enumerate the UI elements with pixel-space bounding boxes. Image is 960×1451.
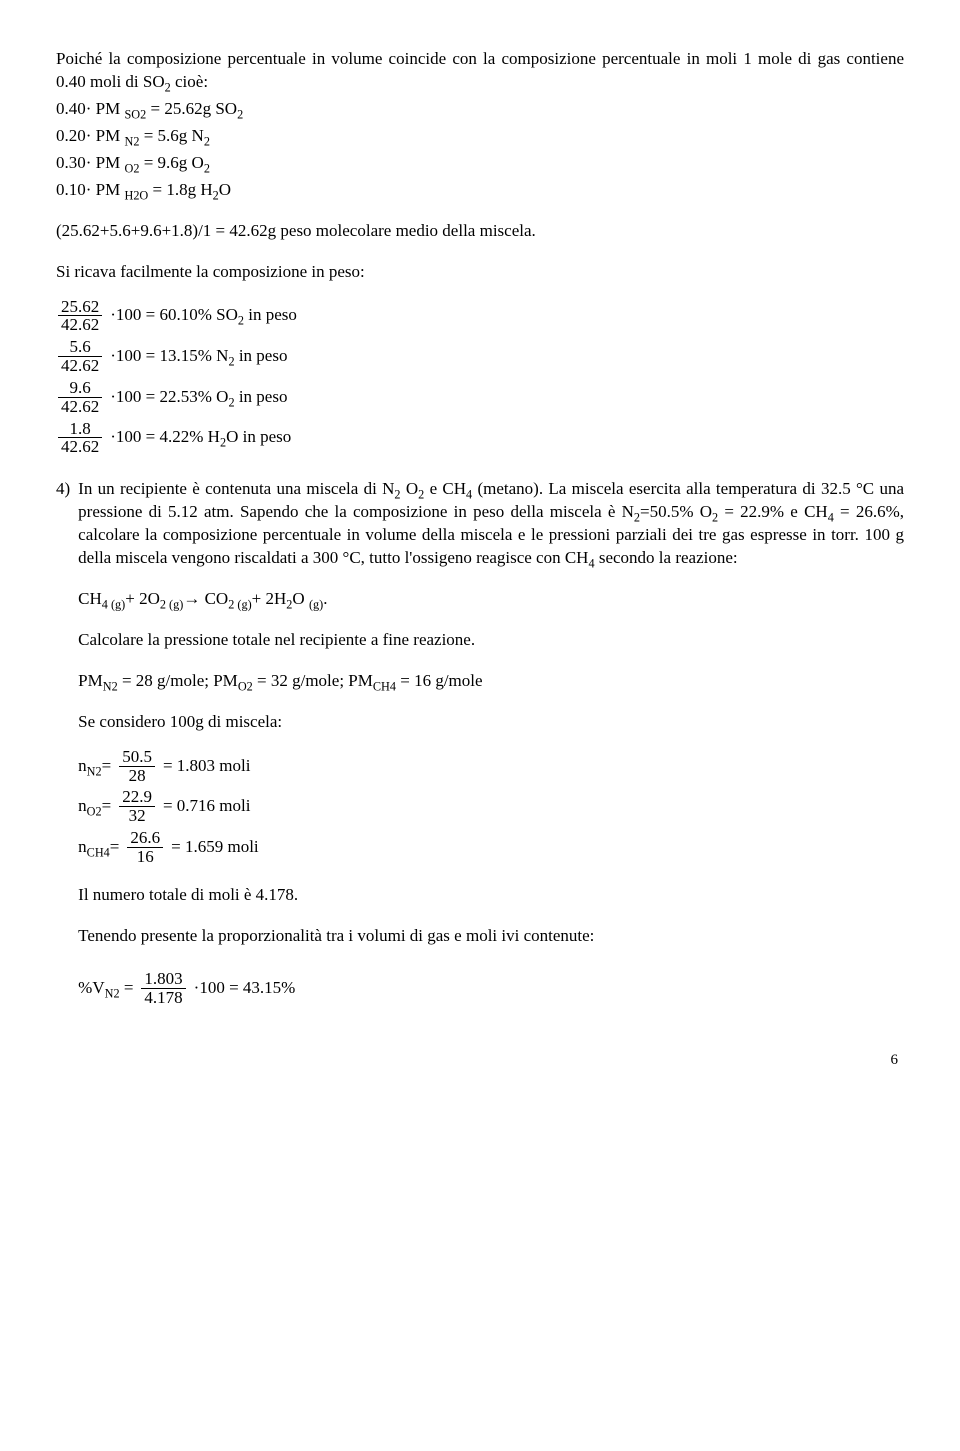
ricava-heading: Si ricava facilmente la composizione in … [56,261,904,284]
fraction: 1.8 42.62 [58,420,102,457]
proportionality-note: Tenendo presente la proporzionalità tra … [78,925,904,948]
page-number: 6 [56,1050,904,1070]
problem-statement: In un recipiente è contenuta una miscela… [78,478,904,570]
ratio-row-so2: 25.62 42.62 ·100 = 60.10% SO2 in peso [56,298,904,335]
fraction: 1.803 4.178 [141,970,185,1007]
ratio-row-h2o: 1.8 42.62 ·100 = 4.22% H2O in peso [56,420,904,457]
total-moles: Il numero totale di moli è 4.178. [78,884,904,907]
intro-text-2: cioè: [171,72,208,91]
moles-o2: nO2= 22.9 32 = 0.716 moli [78,788,904,825]
consider-100g: Se considero 100g di miscela: [78,711,904,734]
avg-molar-mass: (25.62+5.6+9.6+1.8)/1 = 42.62g peso mole… [56,220,904,243]
calc-instruction: Calcolare la pressione totale nel recipi… [78,629,904,652]
molar-masses: PMN2 = 28 g/mole; PMO2 = 32 g/mole; PMCH… [78,670,904,693]
mass-line-so2: 0.40· PM SO2 = 25.62g SO2 [56,98,904,121]
volume-percent-n2: %VN2 = 1.803 4.178 ·100 = 43.15% [78,970,904,1007]
mass-line-h2o: 0.10· PM H2O = 1.8g H2O [56,179,904,202]
problem-4: 4) In un recipiente è contenuta una misc… [56,478,904,1010]
fraction: 25.62 42.62 [58,298,102,335]
moles-n2: nN2= 50.5 28 = 1.803 moli [78,748,904,785]
ratio-row-o2: 9.6 42.62 ·100 = 22.53% O2 in peso [56,379,904,416]
fraction: 22.9 32 [119,788,155,825]
mass-line-o2: 0.30· PM O2 = 9.6g O2 [56,152,904,175]
fraction: 50.5 28 [119,748,155,785]
moles-ch4: nCH4= 26.6 16 = 1.659 moli [78,829,904,866]
problem-number: 4) [56,478,70,501]
ratio-row-n2: 5.6 42.62 ·100 = 13.15% N2 in peso [56,338,904,375]
fraction: 26.6 16 [127,829,163,866]
fraction: 9.6 42.62 [58,379,102,416]
fraction: 5.6 42.62 [58,338,102,375]
intro-paragraph: Poiché la composizione percentuale in vo… [56,48,904,94]
mass-line-n2: 0.20· PM N2 = 5.6g N2 [56,125,904,148]
reaction-equation: CH4 (g)+ 2O2 (g)→ CO2 (g)+ 2H2O (g). [78,588,904,611]
